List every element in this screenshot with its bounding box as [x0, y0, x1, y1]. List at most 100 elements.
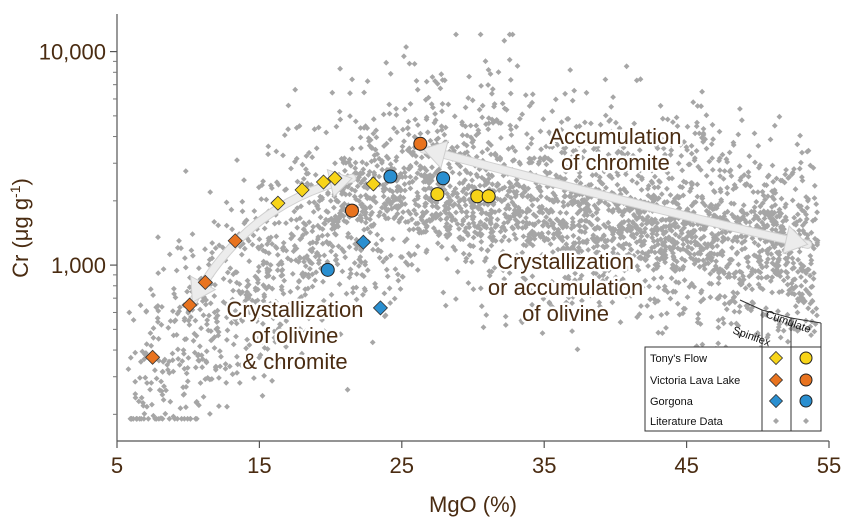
literature-point [680, 241, 687, 248]
literature-point [141, 410, 148, 417]
literature-point [547, 217, 553, 224]
literature-point [813, 201, 820, 207]
literature-point [707, 294, 714, 301]
literature-point [643, 166, 650, 173]
literature-point [366, 168, 373, 175]
literature-point [783, 268, 789, 275]
literature-point [769, 289, 775, 296]
literature-point [439, 77, 446, 83]
literature-point [287, 300, 294, 307]
literature-point [639, 174, 645, 181]
literature-point [574, 210, 581, 217]
literature-point [631, 211, 637, 218]
literature-point [654, 227, 660, 234]
literature-point [724, 159, 731, 165]
literature-point [523, 242, 529, 249]
literature-point [335, 243, 342, 250]
literature-point [745, 264, 752, 270]
literature-point [753, 199, 760, 205]
literature-point [236, 313, 243, 320]
literature-point [769, 274, 776, 281]
literature-point [421, 220, 427, 227]
literature-point [541, 235, 547, 242]
literature-point [423, 218, 430, 225]
literature-point [202, 376, 209, 382]
literature-point [630, 161, 637, 168]
literature-point [485, 115, 492, 121]
literature-point [578, 272, 585, 279]
literature-point [315, 260, 322, 267]
literature-point [137, 302, 144, 309]
literature-point [427, 137, 434, 144]
literature-point [634, 165, 641, 172]
literature-point [796, 248, 803, 255]
literature-point [507, 90, 514, 97]
literature-point [536, 184, 543, 190]
literature-point [725, 236, 731, 242]
literature-point [423, 78, 430, 85]
literature-point [266, 237, 272, 244]
literature-point [454, 268, 461, 275]
literature-point [367, 204, 373, 211]
literature-point [494, 216, 501, 223]
literature-point [711, 267, 717, 274]
literature-point [165, 367, 171, 373]
literature-point [539, 233, 546, 240]
literature-point [350, 289, 356, 296]
literature-point [430, 214, 437, 220]
literature-point [622, 293, 629, 299]
literature-point [223, 301, 230, 308]
literature-point [667, 151, 674, 158]
literature-point [660, 231, 667, 237]
literature-point [238, 251, 245, 258]
literature-point [313, 310, 320, 317]
annotation: Accumulation of chromite [549, 124, 681, 175]
literature-point [470, 234, 477, 241]
literature-point [293, 125, 300, 131]
literature-point [175, 356, 182, 362]
literature-point [689, 245, 695, 252]
literature-point [480, 324, 487, 331]
literature-point [568, 225, 575, 232]
literature-point [808, 284, 815, 290]
literature-point [504, 192, 511, 199]
literature-point [246, 342, 253, 348]
literature-point [528, 288, 535, 294]
literature-point [708, 250, 715, 257]
literature-point [341, 248, 347, 255]
literature-point [147, 286, 154, 293]
literature-point [529, 301, 535, 308]
sample-series [145, 136, 496, 365]
literature-point [600, 233, 607, 239]
literature-point [567, 129, 573, 136]
literature-point [596, 174, 603, 181]
literature-point [425, 94, 432, 101]
literature-point [378, 236, 385, 243]
literature-point [185, 317, 192, 324]
literature-point [675, 160, 682, 167]
literature-point [771, 122, 778, 129]
literature-point [561, 193, 568, 200]
literature-point [700, 257, 707, 264]
literature-point [268, 302, 275, 308]
literature-point [607, 117, 614, 123]
literature-point [692, 234, 699, 240]
literature-point [415, 193, 421, 200]
literature-point [812, 321, 819, 327]
literature-point [177, 405, 184, 412]
literature-point [125, 366, 132, 372]
literature-point [755, 189, 761, 195]
literature-point [699, 341, 706, 348]
literature-point [388, 205, 395, 212]
literature-point [315, 234, 322, 240]
literature-point [143, 341, 150, 347]
literature-point [197, 380, 204, 386]
literature-point [488, 151, 494, 158]
literature-point [281, 132, 288, 138]
literature-point [568, 246, 574, 253]
literature-point [464, 209, 470, 215]
literature-point [161, 356, 168, 363]
literature-point [511, 231, 518, 238]
literature-point [303, 153, 310, 159]
literature-point [297, 326, 303, 332]
